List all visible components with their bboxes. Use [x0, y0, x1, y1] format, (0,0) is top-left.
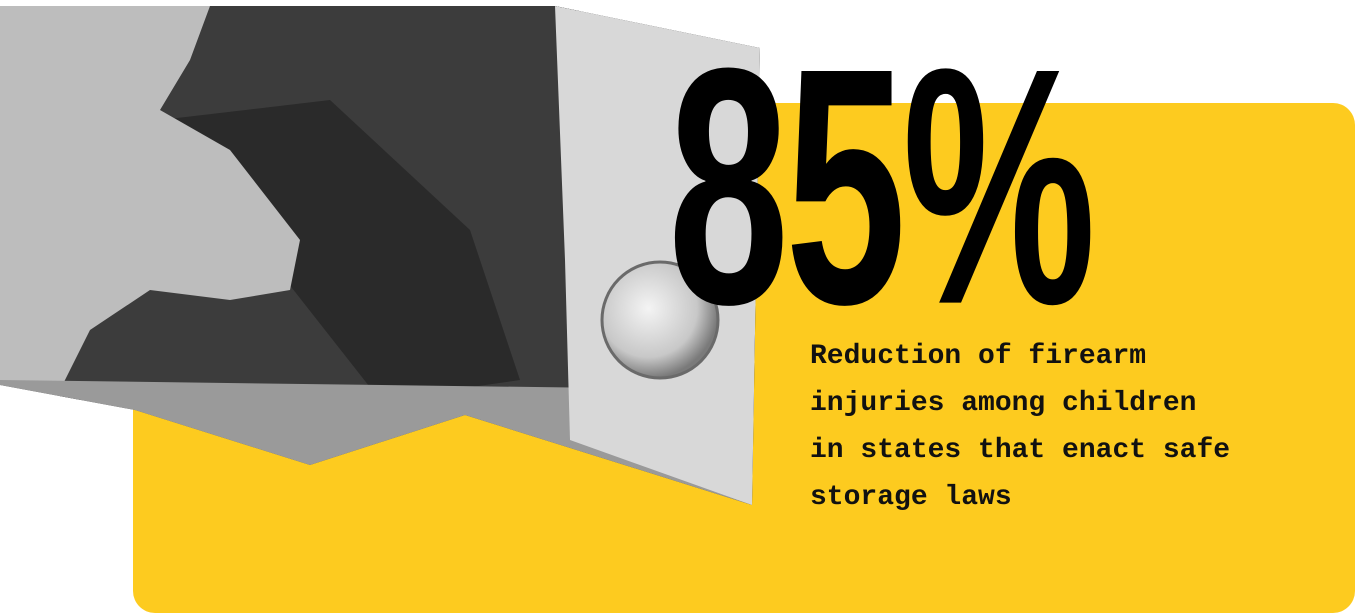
- page: 85% Reduction of firearminjuries among c…: [0, 0, 1358, 596]
- description-line: in states that enact safe: [810, 427, 1230, 474]
- stat-value: 85%: [668, 18, 1092, 355]
- description-line: Reduction of firearm: [810, 333, 1230, 380]
- description-line: storage laws: [810, 474, 1230, 521]
- description-line: injuries among children: [810, 380, 1230, 427]
